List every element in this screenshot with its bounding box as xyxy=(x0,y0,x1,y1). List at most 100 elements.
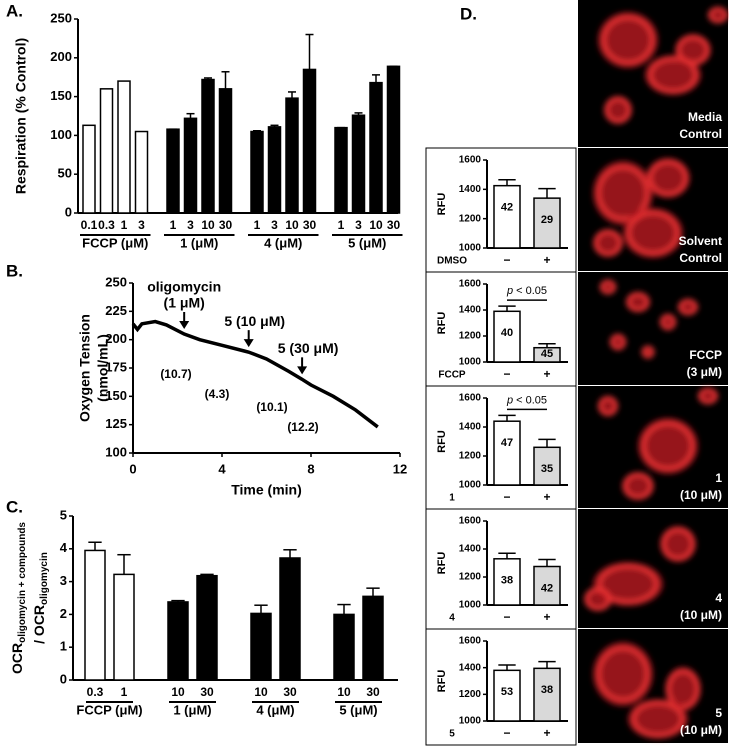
bar xyxy=(250,612,272,681)
y-tick-label: 1600 xyxy=(459,393,482,404)
panel-label: A. xyxy=(6,1,23,20)
bar xyxy=(285,97,299,214)
bar xyxy=(369,81,383,214)
cell-edge xyxy=(678,299,698,315)
y-tick-label: 1600 xyxy=(459,155,482,166)
y-tick-label: 1000 xyxy=(459,357,482,368)
x-tick-label: 0 xyxy=(129,461,136,476)
y-tick-label: 1400 xyxy=(459,184,482,195)
cell xyxy=(593,161,653,225)
x-tick-label: − xyxy=(503,367,510,381)
bar xyxy=(302,68,317,214)
y-tick-label: 0 xyxy=(65,204,72,219)
bar xyxy=(533,667,561,722)
x-tick-label: 10 xyxy=(337,685,351,699)
x-tick-label: 30 xyxy=(283,685,297,699)
x-tick-label: + xyxy=(543,726,550,740)
bar xyxy=(493,669,521,722)
y-tick-label: 150 xyxy=(50,88,72,103)
count-label: 42 xyxy=(501,202,513,214)
y-tick-label: 1400 xyxy=(459,662,482,673)
panel-label: D. xyxy=(460,4,477,23)
y-tick-label: 1200 xyxy=(459,451,482,462)
bar xyxy=(493,558,521,606)
y-tick-label: 1200 xyxy=(459,213,482,224)
y-axis-label: / OCRoligomycin xyxy=(31,552,50,644)
rate-label: (10.7) xyxy=(160,367,191,381)
y-tick-label: 225 xyxy=(105,303,127,318)
x-tick-label: 0.3 xyxy=(87,685,104,699)
cell-edge xyxy=(597,646,649,702)
y-tick-label: 200 xyxy=(50,49,72,64)
y-tick-label: 50 xyxy=(58,166,72,181)
x-tick-label: 1 xyxy=(338,218,345,232)
x-tick-label: − xyxy=(503,490,510,504)
x-tick-label: 3 xyxy=(138,218,145,232)
panel-box xyxy=(425,628,577,746)
count-label: 40 xyxy=(501,327,513,339)
cell xyxy=(623,208,683,258)
micrograph-caption: Media xyxy=(688,110,722,124)
arrow-head xyxy=(179,321,190,329)
x-tick-label: 12 xyxy=(393,461,407,476)
x-tick-label: − xyxy=(503,253,510,267)
cell-edge xyxy=(594,230,622,256)
y-tick-label: 1000 xyxy=(459,480,482,491)
cell-edge xyxy=(667,669,699,709)
cell-edge xyxy=(605,97,631,123)
y-tick-label: 1200 xyxy=(459,572,482,583)
cell-edge xyxy=(641,345,655,359)
cell-edge xyxy=(610,334,626,350)
bar xyxy=(84,549,106,681)
x-axis-label: 1 xyxy=(449,493,455,504)
group-label: FCCP (μM) xyxy=(76,702,142,717)
group-label: 5 (μM) xyxy=(348,235,386,250)
y-tick-label: 1200 xyxy=(459,331,482,342)
y-tick-label: 1600 xyxy=(459,516,482,527)
cell-edge xyxy=(698,388,718,404)
x-tick-label: 1 xyxy=(121,685,128,699)
y-tick-label: 250 xyxy=(50,10,72,25)
x-tick-label: 30 xyxy=(366,685,380,699)
significance-label: p < 0.05 xyxy=(506,394,547,406)
x-tick-label: + xyxy=(543,367,550,381)
y-tick-label: 1 xyxy=(60,639,67,654)
y-tick-label: 1600 xyxy=(459,636,482,647)
count-label: 35 xyxy=(541,463,553,475)
micrograph-caption: (3 μM) xyxy=(687,365,722,379)
x-tick-label: + xyxy=(543,610,550,624)
micrograph-caption: Solvent xyxy=(679,234,722,248)
y-axis-label: RFU xyxy=(436,193,448,216)
arrow-label: 5 (30 μM) xyxy=(278,340,339,356)
cell-edge xyxy=(598,564,658,604)
y-tick-label: 200 xyxy=(105,331,127,346)
y-tick-label: 125 xyxy=(105,416,127,431)
x-axis-label: DMSO xyxy=(437,256,467,267)
rate-label: (12.2) xyxy=(287,420,318,434)
x-tick-label: 10 xyxy=(201,218,215,232)
y-tick-label: 4 xyxy=(60,540,68,555)
cell-edge xyxy=(708,7,728,23)
bar xyxy=(201,78,215,214)
x-tick-label: 0.1 xyxy=(81,218,98,232)
cell-edge xyxy=(649,57,697,93)
group-label: 4 (μM) xyxy=(256,702,294,717)
y-axis-label: RFU xyxy=(436,670,448,693)
x-tick-label: 0.3 xyxy=(98,218,115,232)
x-tick-label: 10 xyxy=(254,685,268,699)
y-tick-label: 175 xyxy=(105,359,127,374)
x-tick-label: 1 xyxy=(170,218,177,232)
bar xyxy=(493,420,521,486)
arrow-head xyxy=(297,366,308,375)
bar xyxy=(134,130,149,214)
x-axis-label: 5 xyxy=(449,729,455,740)
bar xyxy=(167,601,189,681)
significance-part: p xyxy=(506,394,513,406)
cell-edge xyxy=(602,16,654,64)
micrograph-cells xyxy=(598,7,728,124)
micrograph-cells xyxy=(600,279,698,359)
significance-part: < 0.05 xyxy=(513,394,547,406)
y-tick-label: 1200 xyxy=(459,689,482,700)
y-axis-label-subscript: oligomycin + compounds xyxy=(17,522,28,643)
